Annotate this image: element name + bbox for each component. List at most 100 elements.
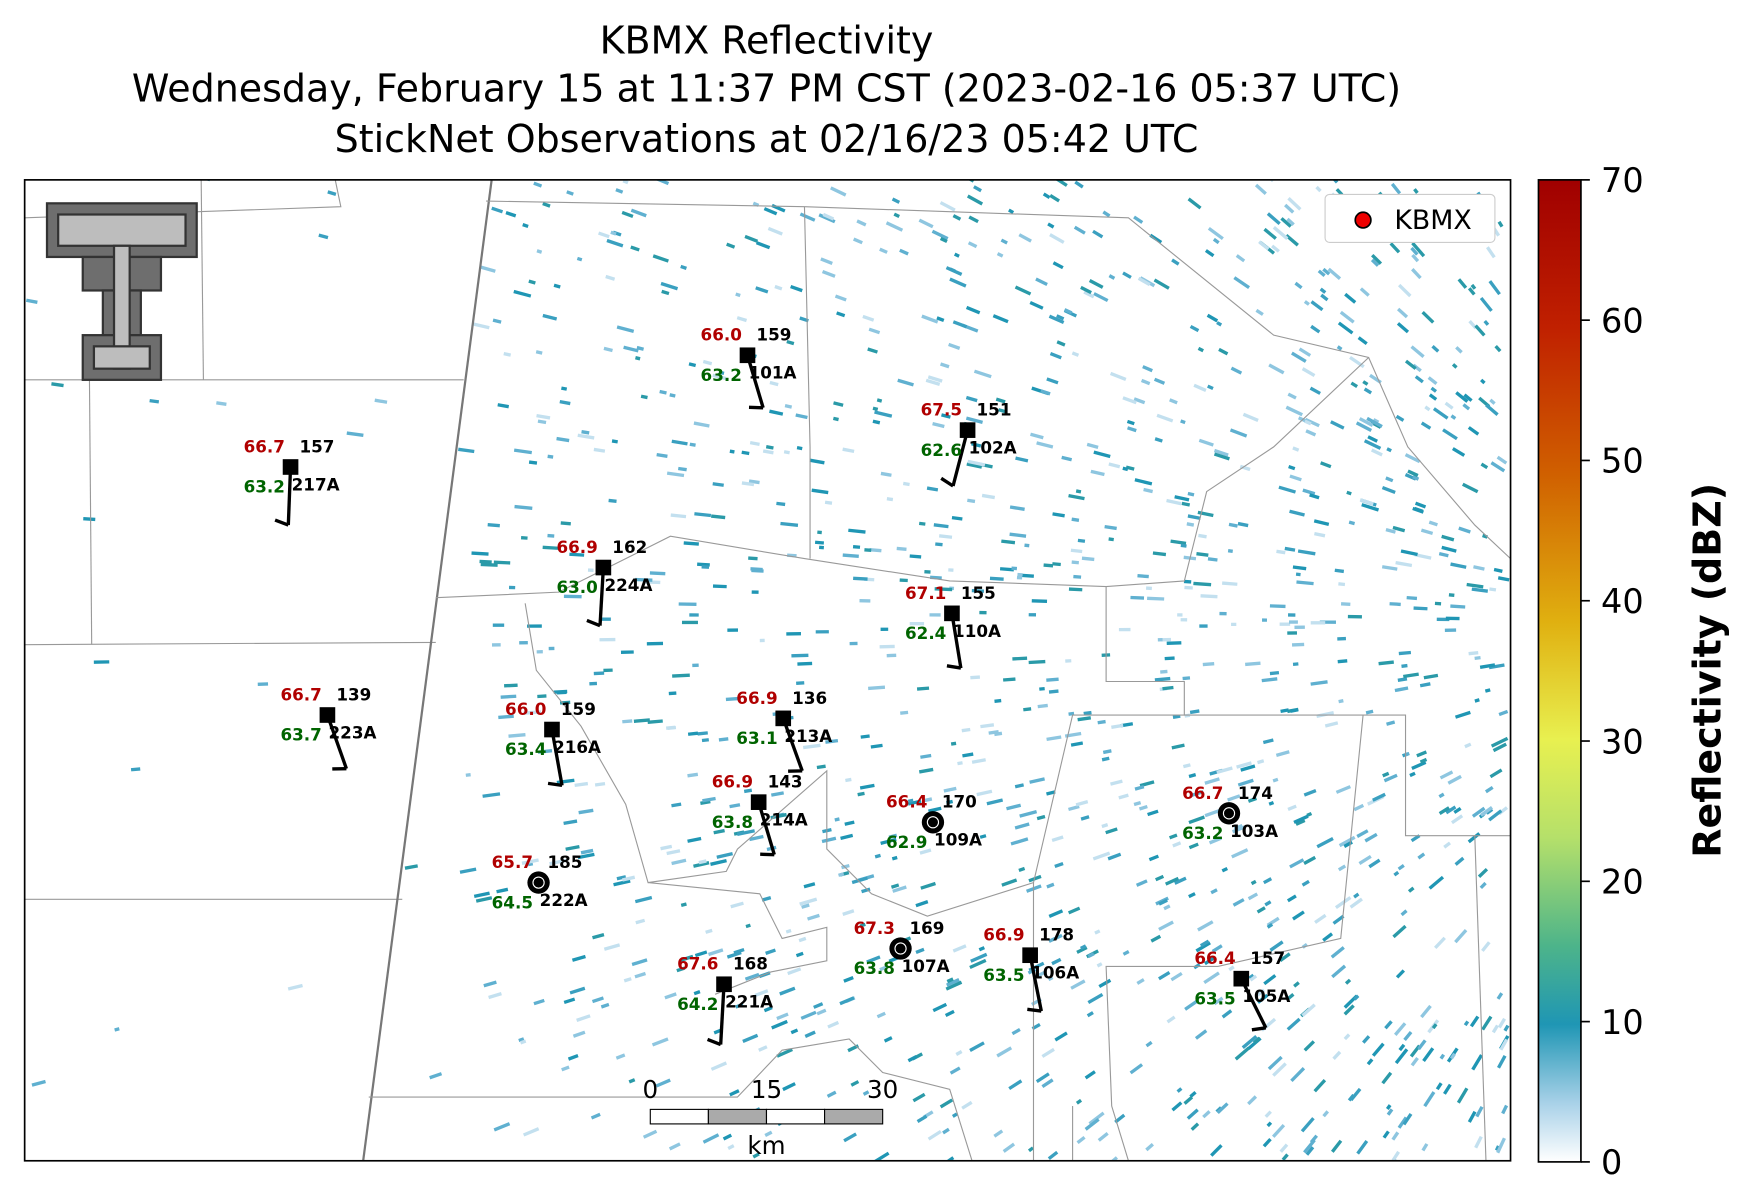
echo xyxy=(1035,1072,1050,1084)
echo xyxy=(1421,1143,1429,1152)
temperature: 66.9 xyxy=(983,925,1024,945)
echo xyxy=(790,1028,799,1035)
echo xyxy=(1294,281,1303,290)
echo xyxy=(786,339,795,346)
echo xyxy=(1397,283,1412,298)
echo xyxy=(1334,568,1345,574)
echo xyxy=(779,986,796,996)
station-value: 178 xyxy=(1039,925,1074,945)
echo xyxy=(701,565,710,569)
echo xyxy=(1148,854,1160,862)
echo xyxy=(537,419,547,425)
echo xyxy=(1322,1110,1330,1118)
colorbar-tick-label: 10 xyxy=(1601,1003,1644,1042)
echo xyxy=(979,834,987,839)
echo xyxy=(1232,898,1245,907)
echo xyxy=(621,210,634,218)
station-marker xyxy=(1233,970,1250,987)
echo xyxy=(1382,771,1390,778)
echo xyxy=(861,887,871,894)
echo xyxy=(521,858,539,865)
dewpoint: 63.5 xyxy=(983,965,1024,985)
echo xyxy=(547,454,554,459)
echo xyxy=(1083,290,1095,299)
echo xyxy=(1392,525,1406,533)
echo xyxy=(799,897,818,906)
echo xyxy=(1297,416,1306,423)
echo xyxy=(1014,822,1030,830)
echo xyxy=(840,833,854,840)
echo xyxy=(1301,1003,1316,1017)
echo xyxy=(1153,377,1166,385)
echo xyxy=(569,552,585,557)
echo xyxy=(971,758,986,764)
echo xyxy=(1411,253,1420,263)
echo xyxy=(1147,596,1165,601)
echo xyxy=(1362,380,1369,386)
echo xyxy=(1474,324,1486,337)
echo xyxy=(1118,627,1131,632)
echo xyxy=(1497,1054,1507,1069)
echo xyxy=(802,743,821,750)
echo xyxy=(1073,574,1082,579)
echo xyxy=(1319,287,1327,294)
echo xyxy=(701,738,709,743)
echo xyxy=(566,190,574,196)
echo xyxy=(692,663,699,668)
echo xyxy=(1180,419,1186,425)
echo xyxy=(1404,359,1417,370)
echo xyxy=(1042,192,1051,200)
echo xyxy=(493,1122,511,1132)
echo xyxy=(491,206,504,214)
echo xyxy=(1193,383,1207,392)
echo xyxy=(1090,469,1105,477)
echo xyxy=(850,1080,860,1087)
echo xyxy=(992,314,1009,324)
station-marker xyxy=(944,605,960,622)
echo xyxy=(1490,461,1506,473)
echo xyxy=(834,817,840,822)
dewpoint: 64.5 xyxy=(492,892,533,912)
echo xyxy=(939,201,956,212)
echo xyxy=(522,1127,540,1137)
echo xyxy=(688,362,697,368)
echo xyxy=(1332,1050,1342,1060)
echo xyxy=(1097,719,1106,725)
echo xyxy=(616,875,627,881)
echo xyxy=(591,996,604,1004)
echo xyxy=(698,859,707,865)
echo xyxy=(1392,924,1407,939)
echo xyxy=(479,559,492,564)
echo xyxy=(1496,455,1508,465)
echo xyxy=(978,946,985,952)
echo xyxy=(571,954,586,962)
echo xyxy=(1337,636,1346,641)
echo xyxy=(729,449,735,454)
echo xyxy=(1498,709,1509,717)
echo xyxy=(1442,428,1458,441)
echo xyxy=(1052,261,1064,270)
wind-barb xyxy=(1239,977,1268,1029)
echo xyxy=(1290,1067,1306,1083)
echo xyxy=(744,972,760,981)
echo xyxy=(776,501,786,507)
echo xyxy=(671,802,682,808)
echo xyxy=(667,725,677,730)
echo xyxy=(594,781,606,787)
echo xyxy=(795,951,804,958)
echo xyxy=(1295,818,1306,826)
echo xyxy=(25,298,38,304)
echo xyxy=(1475,1105,1484,1118)
echo xyxy=(679,954,694,962)
echo xyxy=(1275,750,1290,757)
echo xyxy=(842,909,855,916)
echo xyxy=(1497,220,1504,228)
echo xyxy=(807,913,820,921)
echo xyxy=(1398,650,1412,656)
echo xyxy=(1008,208,1015,215)
echo xyxy=(1438,806,1450,815)
echo xyxy=(811,488,829,495)
echo xyxy=(1331,964,1347,979)
echo xyxy=(713,828,725,835)
echo xyxy=(856,219,867,227)
